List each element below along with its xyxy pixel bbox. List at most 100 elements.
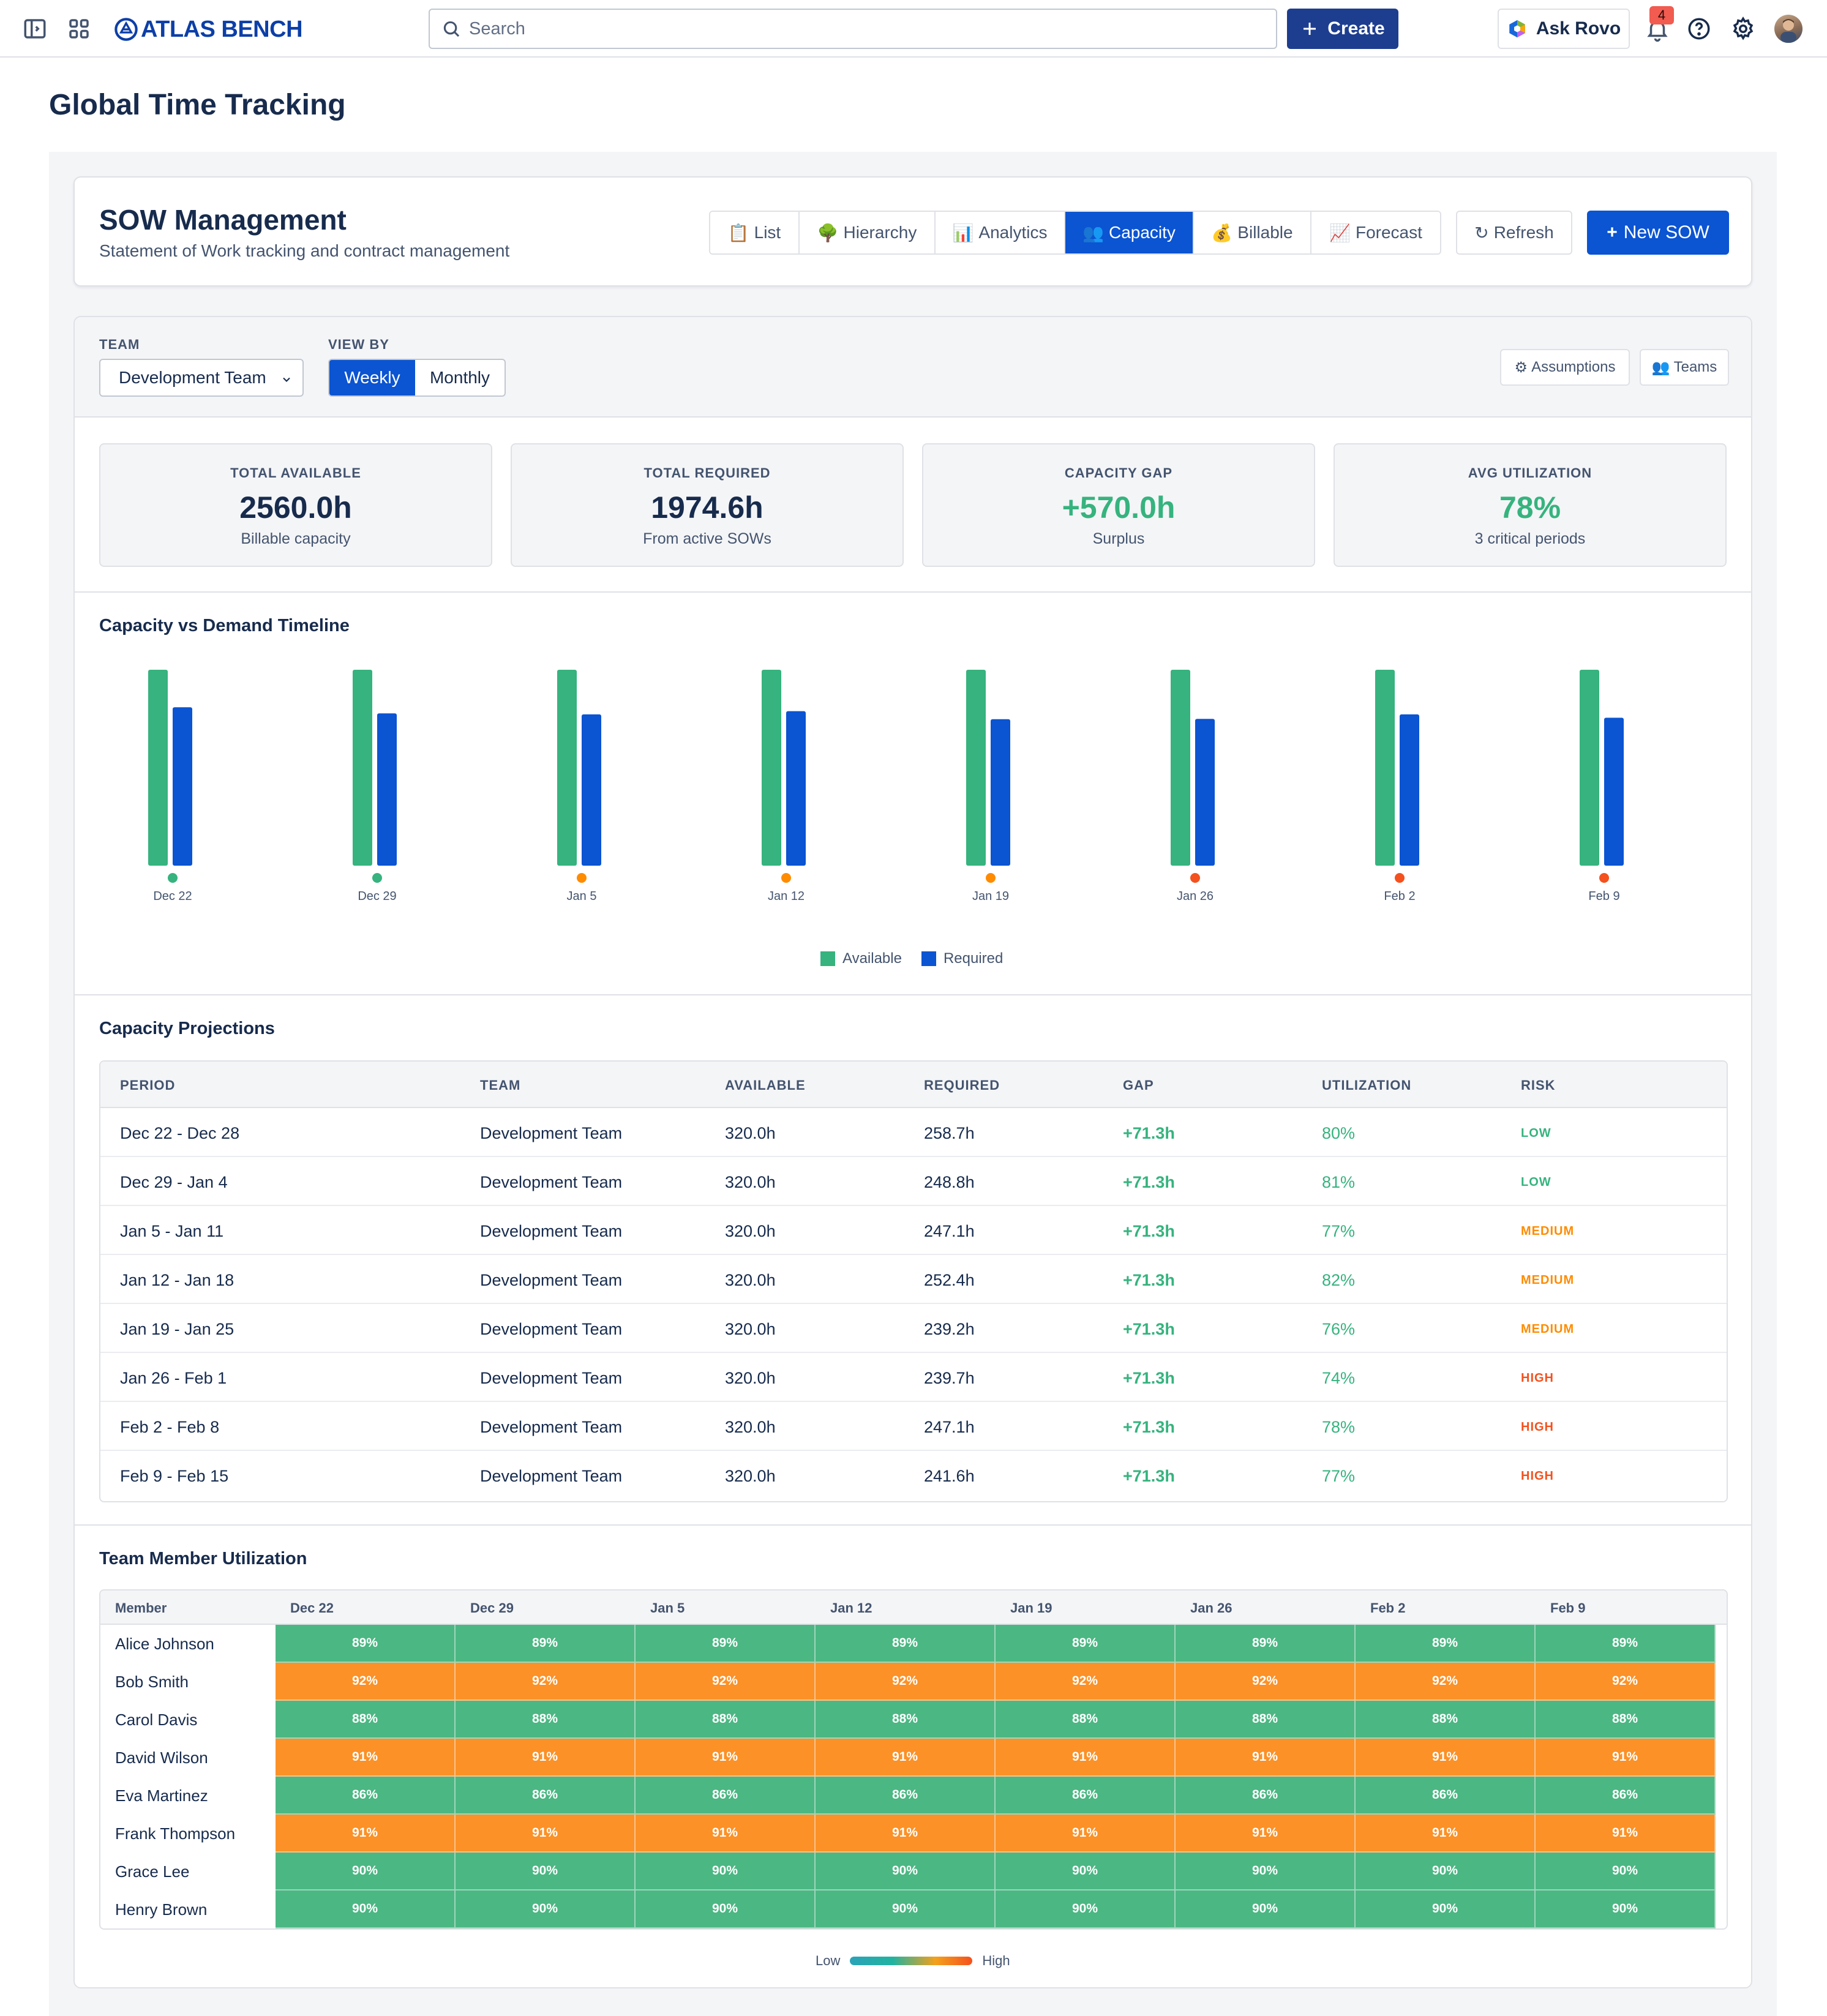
refresh-button[interactable]: ↻ Refresh: [1456, 211, 1572, 255]
table-row[interactable]: Jan 19 - Jan 25 Development Team 320.0h 239…: [100, 1304, 1727, 1353]
heatmap-cell[interactable]: 91%: [1176, 1739, 1356, 1777]
heatmap-cell[interactable]: 90%: [1176, 1890, 1356, 1928]
bar-required-3[interactable]: [786, 711, 806, 866]
heatmap-cell[interactable]: 88%: [1176, 1701, 1356, 1739]
heatmap-cell[interactable]: 89%: [456, 1625, 636, 1663]
heatmap-cell[interactable]: 91%: [996, 1815, 1176, 1853]
heatmap-cell[interactable]: 91%: [1356, 1815, 1536, 1853]
bar-required-0[interactable]: [173, 707, 192, 866]
weekly-option[interactable]: Weekly: [329, 360, 415, 395]
heatmap-cell[interactable]: 91%: [816, 1739, 996, 1777]
heatmap-cell[interactable]: 89%: [1176, 1625, 1356, 1663]
bar-available-7[interactable]: [1580, 670, 1599, 866]
bar-available-4[interactable]: [966, 670, 986, 866]
tab-billable[interactable]: 💰 Billable: [1194, 212, 1311, 253]
heatmap-cell[interactable]: 90%: [996, 1853, 1176, 1890]
heatmap-cell[interactable]: 91%: [996, 1739, 1176, 1777]
heatmap-cell[interactable]: 90%: [1356, 1853, 1536, 1890]
heatmap-cell[interactable]: 90%: [1536, 1890, 1716, 1928]
create-button[interactable]: Create: [1287, 9, 1398, 49]
heatmap-cell[interactable]: 89%: [1536, 1625, 1716, 1663]
heatmap-cell[interactable]: 88%: [816, 1701, 996, 1739]
bar-available-6[interactable]: [1375, 670, 1395, 866]
heatmap-cell[interactable]: 88%: [1536, 1701, 1716, 1739]
heatmap-cell[interactable]: 92%: [816, 1663, 996, 1701]
user-avatar[interactable]: [1774, 15, 1803, 43]
heatmap-cell[interactable]: 90%: [636, 1853, 816, 1890]
bar-required-2[interactable]: [582, 714, 601, 866]
bar-required-5[interactable]: [1195, 719, 1215, 866]
heatmap-cell[interactable]: 91%: [276, 1739, 456, 1777]
heatmap-cell[interactable]: 91%: [456, 1815, 636, 1853]
assumptions-button[interactable]: ⚙ Assumptions: [1500, 349, 1630, 386]
table-row[interactable]: Jan 5 - Jan 11 Development Team 320.0h 247.…: [100, 1206, 1727, 1255]
heatmap-cell[interactable]: 90%: [816, 1853, 996, 1890]
help-icon[interactable]: [1686, 16, 1712, 42]
heatmap-cell[interactable]: 91%: [1176, 1815, 1356, 1853]
heatmap-cell[interactable]: 90%: [456, 1853, 636, 1890]
tab-forecast[interactable]: 📈 Forecast: [1311, 212, 1440, 253]
heatmap-cell[interactable]: 88%: [1356, 1701, 1536, 1739]
heatmap-cell[interactable]: 88%: [276, 1701, 456, 1739]
bar-available-0[interactable]: [148, 670, 168, 866]
bar-required-4[interactable]: [991, 719, 1010, 866]
heatmap-cell[interactable]: 86%: [456, 1777, 636, 1815]
bar-required-7[interactable]: [1604, 718, 1624, 866]
tab-capacity[interactable]: 👥 Capacity: [1065, 212, 1194, 253]
heatmap-cell[interactable]: 91%: [1536, 1815, 1716, 1853]
heatmap-cell[interactable]: 91%: [816, 1815, 996, 1853]
heatmap-cell[interactable]: 86%: [1356, 1777, 1536, 1815]
team-select[interactable]: Development Team: [99, 359, 304, 397]
bar-available-5[interactable]: [1171, 670, 1190, 866]
heatmap-cell[interactable]: 88%: [636, 1701, 816, 1739]
bar-available-3[interactable]: [762, 670, 781, 866]
bar-required-1[interactable]: [377, 713, 397, 866]
bar-available-2[interactable]: [557, 670, 577, 866]
tab-hierarchy[interactable]: 🌳 Hierarchy: [800, 212, 936, 253]
heatmap-cell[interactable]: 90%: [456, 1890, 636, 1928]
table-row[interactable]: Feb 2 - Feb 8 Development Team 320.0h 247.1…: [100, 1402, 1727, 1451]
heatmap-cell[interactable]: 92%: [636, 1663, 816, 1701]
ask-rovo-button[interactable]: Ask Rovo: [1498, 9, 1630, 49]
heatmap-cell[interactable]: 90%: [276, 1890, 456, 1928]
monthly-option[interactable]: Monthly: [429, 368, 490, 387]
heatmap-cell[interactable]: 91%: [636, 1815, 816, 1853]
heatmap-cell[interactable]: 86%: [1176, 1777, 1356, 1815]
heatmap-cell[interactable]: 90%: [1536, 1853, 1716, 1890]
heatmap-cell[interactable]: 90%: [816, 1890, 996, 1928]
search-input[interactable]: [469, 16, 1265, 42]
teams-button[interactable]: 👥 Teams: [1640, 349, 1729, 386]
heatmap-cell[interactable]: 89%: [1356, 1625, 1536, 1663]
heatmap-cell[interactable]: 92%: [1536, 1663, 1716, 1701]
heatmap-cell[interactable]: 90%: [996, 1890, 1176, 1928]
heatmap-cell[interactable]: 89%: [276, 1625, 456, 1663]
heatmap-cell[interactable]: 90%: [276, 1853, 456, 1890]
heatmap-cell[interactable]: 89%: [636, 1625, 816, 1663]
heatmap-cell[interactable]: 90%: [1356, 1890, 1536, 1928]
heatmap-cell[interactable]: 92%: [1356, 1663, 1536, 1701]
heatmap-cell[interactable]: 92%: [996, 1663, 1176, 1701]
tab-list[interactable]: 📋 List: [710, 212, 800, 253]
heatmap-cell[interactable]: 91%: [1356, 1739, 1536, 1777]
heatmap-cell[interactable]: 91%: [456, 1739, 636, 1777]
heatmap-cell[interactable]: 89%: [816, 1625, 996, 1663]
heatmap-cell[interactable]: 86%: [276, 1777, 456, 1815]
table-row[interactable]: Jan 26 - Feb 1 Development Team 320.0h 239.…: [100, 1353, 1727, 1402]
search-box[interactable]: [429, 9, 1277, 49]
heatmap-cell[interactable]: 88%: [456, 1701, 636, 1739]
tab-analytics[interactable]: 📊 Analytics: [936, 212, 1065, 253]
sidebar-toggle-icon[interactable]: [22, 16, 48, 42]
heatmap-cell[interactable]: 92%: [276, 1663, 456, 1701]
table-row[interactable]: Feb 9 - Feb 15 Development Team 320.0h 241.…: [100, 1451, 1727, 1500]
heatmap-cell[interactable]: 92%: [1176, 1663, 1356, 1701]
heatmap-cell[interactable]: 92%: [456, 1663, 636, 1701]
table-row[interactable]: Dec 22 - Dec 28 Development Team 320.0h 258…: [100, 1108, 1727, 1157]
heatmap-cell[interactable]: 88%: [996, 1701, 1176, 1739]
heatmap-cell[interactable]: 90%: [636, 1890, 816, 1928]
app-switcher-icon[interactable]: [66, 16, 92, 42]
heatmap-cell[interactable]: 91%: [636, 1739, 816, 1777]
heatmap-cell[interactable]: 86%: [816, 1777, 996, 1815]
heatmap-cell[interactable]: 90%: [1176, 1853, 1356, 1890]
bar-required-6[interactable]: [1400, 714, 1419, 866]
new-sow-button[interactable]: + New SOW: [1587, 211, 1729, 255]
